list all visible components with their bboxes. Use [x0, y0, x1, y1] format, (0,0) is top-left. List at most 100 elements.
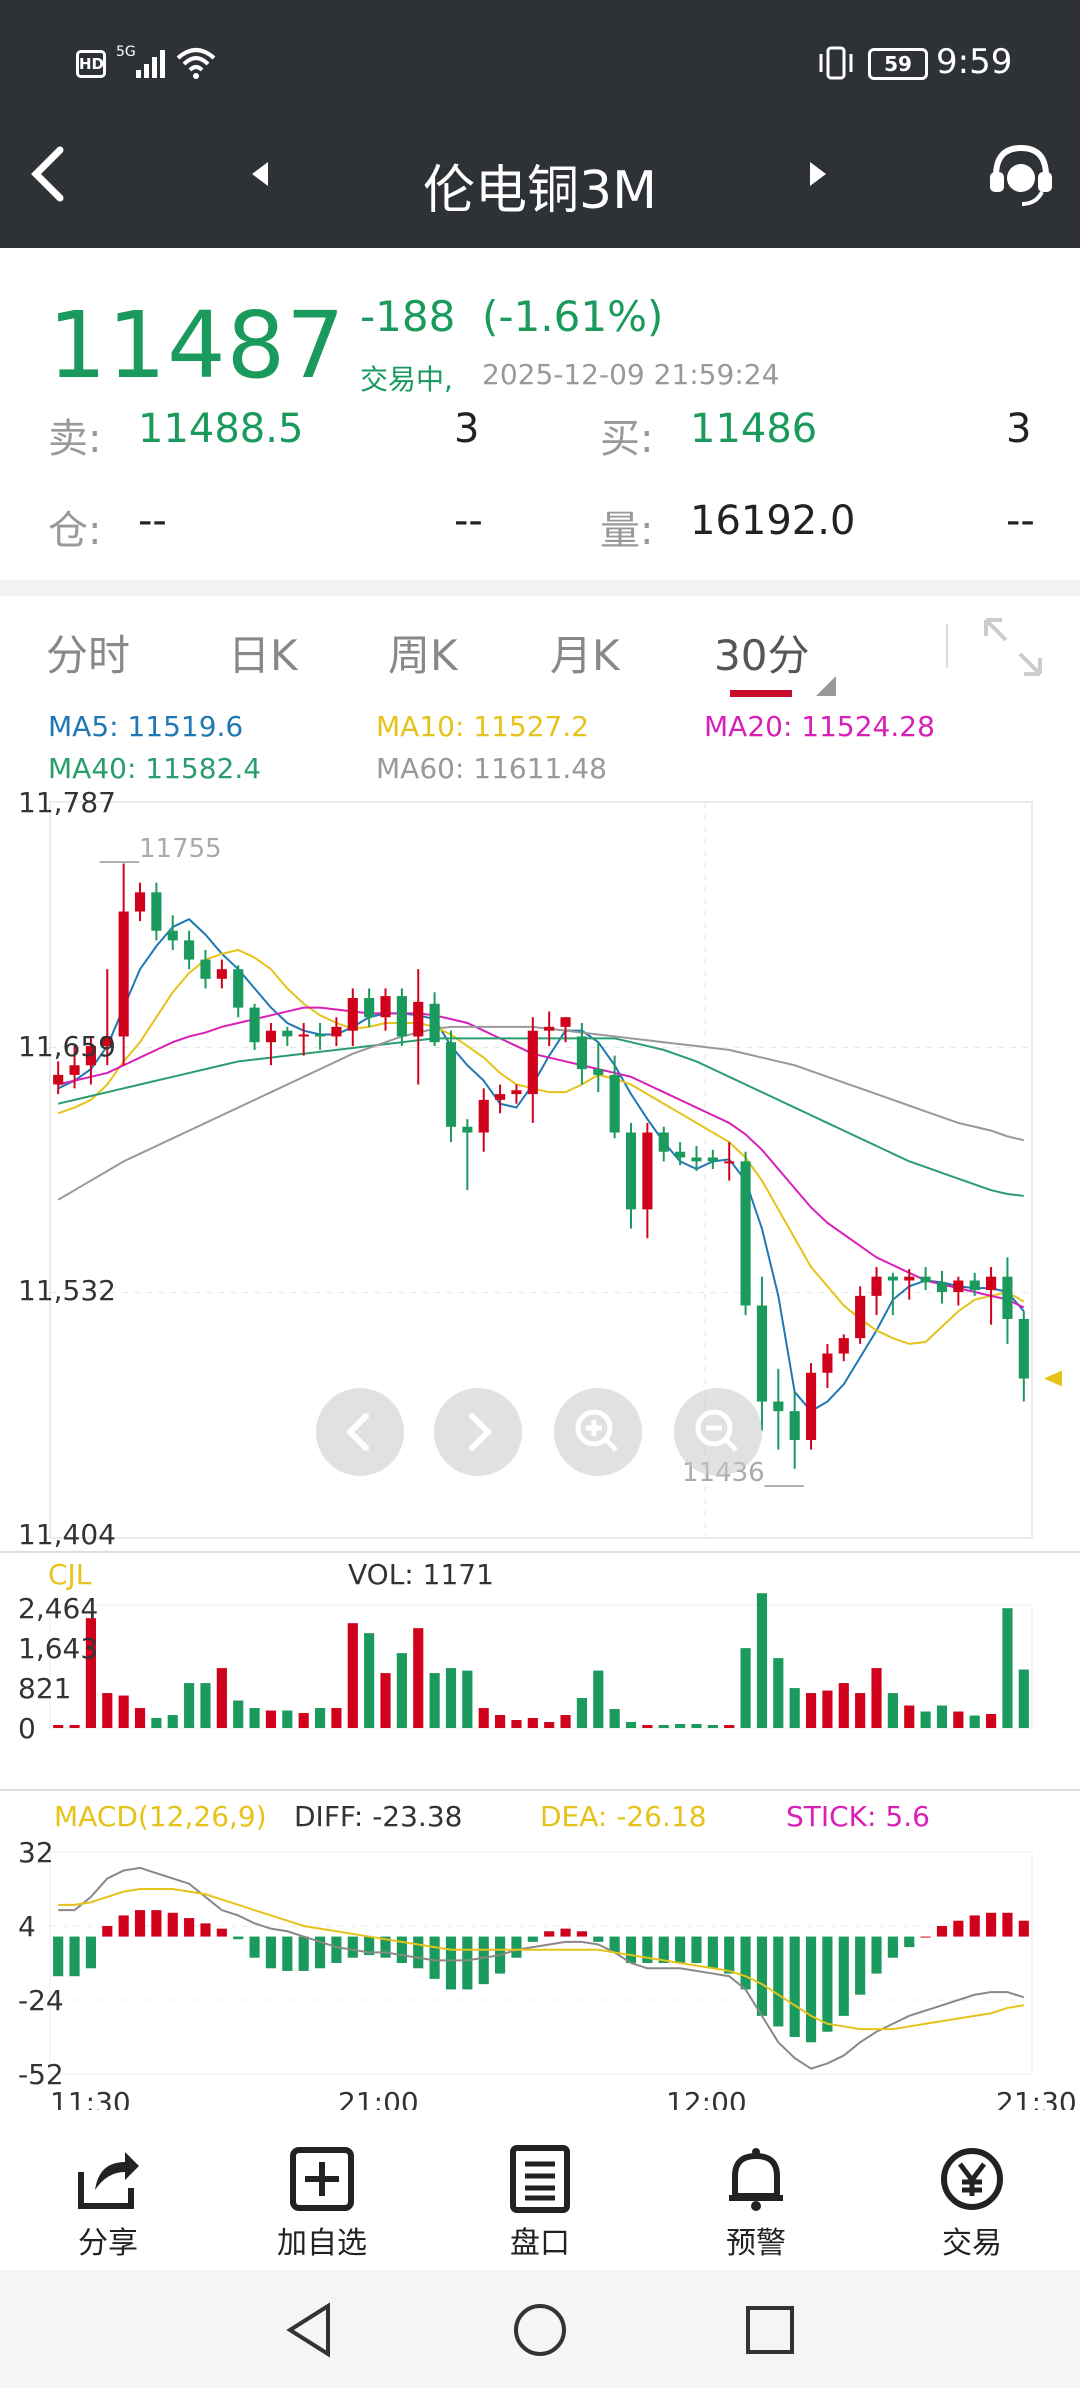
add-watchlist-button[interactable]: 加自选 — [242, 2110, 402, 2270]
volume-bar — [216, 1668, 227, 1728]
prev-contract-icon[interactable] — [248, 160, 272, 192]
volume-bar — [969, 1715, 980, 1728]
customer-service-icon[interactable] — [986, 142, 1056, 212]
ma20-label: MA20: 11524.28 — [704, 710, 935, 743]
volume-bar — [167, 1715, 178, 1728]
volume-bar — [675, 1724, 686, 1728]
volume-bar — [904, 1705, 915, 1728]
candle-body — [773, 1401, 784, 1412]
macd-bar — [69, 1936, 80, 1977]
macd-bar — [642, 1936, 653, 1963]
macd-bar — [756, 1936, 768, 2016]
macd-tick-2: 4 — [18, 1910, 36, 1943]
ma-line-ma20 — [57, 1006, 1025, 1309]
volume-bar — [707, 1725, 718, 1728]
macd-bar — [216, 1928, 227, 1937]
volume-bar — [822, 1690, 833, 1728]
candle-body — [969, 1280, 980, 1291]
macd-bar — [822, 1936, 833, 2032]
candle-body — [560, 1017, 571, 1027]
macd-bar — [462, 1936, 473, 1990]
candle-body — [544, 1026, 555, 1031]
volume-bar — [773, 1658, 784, 1728]
volume-bar — [445, 1668, 457, 1728]
candle-body — [364, 998, 375, 1018]
candle-body — [134, 892, 146, 912]
candle-body — [445, 1042, 457, 1127]
last-price-marker — [1044, 1370, 1062, 1387]
volume-bar — [331, 1708, 342, 1728]
candle-body — [429, 1003, 440, 1043]
candle-body — [740, 1161, 751, 1306]
macd-bar — [838, 1936, 849, 2016]
volume-change: -- — [1006, 498, 1035, 544]
macd-bar — [200, 1923, 211, 1937]
vol-current-value: VOL: 1171 — [348, 1558, 494, 1591]
macd-bar — [904, 1936, 915, 1948]
macd-bar — [396, 1936, 407, 1963]
macd-bar — [953, 1920, 964, 1937]
volume-bar — [462, 1670, 473, 1728]
candle-body — [380, 996, 391, 1018]
tab-weekly-k[interactable]: 周K — [388, 631, 458, 680]
volume-bar — [642, 1725, 653, 1728]
candle-body — [1002, 1276, 1013, 1319]
ma10-label: MA10: 11527.2 — [376, 710, 590, 743]
macd-bar — [364, 1936, 375, 1956]
candle-body — [265, 1030, 277, 1043]
zoom-in-button[interactable] — [554, 1388, 642, 1476]
macd-bar — [1002, 1912, 1013, 1937]
system-home-icon[interactable] — [510, 2300, 570, 2360]
macd-stick-label: STICK: 5.6 — [786, 1800, 930, 1833]
candle-body — [462, 1126, 473, 1133]
macd-tick-1: 32 — [18, 1836, 54, 1869]
order-book-button[interactable]: 盘口 — [460, 2110, 620, 2270]
next-contract-icon[interactable] — [806, 160, 830, 192]
candle-body — [871, 1276, 882, 1296]
back-icon[interactable] — [26, 144, 70, 208]
candle-body — [282, 1030, 293, 1037]
macd-tick-4: -52 — [18, 2058, 64, 2091]
fullscreen-icon[interactable] — [980, 614, 1046, 684]
volume-grid-frame — [49, 1604, 1033, 1729]
candle-body — [855, 1295, 866, 1339]
system-recents-icon[interactable] — [740, 2300, 800, 2360]
macd-bar — [871, 1936, 882, 1974]
share-button[interactable]: 分享 — [28, 2110, 188, 2270]
alert-button[interactable]: 预警 — [676, 2110, 836, 2270]
trade-label: 交易 — [942, 2226, 1002, 2261]
volume-bar — [855, 1693, 866, 1728]
volume-bar — [495, 1715, 506, 1728]
macd-bar — [855, 1936, 866, 1995]
volume-bar — [200, 1683, 211, 1728]
kline-chart[interactable] — [0, 790, 1080, 2110]
volume-bar — [298, 1713, 309, 1728]
status-bar: HD 5G 59 9:59 — [0, 0, 1080, 128]
volume-bar — [625, 1722, 637, 1728]
trade-button[interactable]: 交易 — [892, 2110, 1052, 2270]
buy-qty: 3 — [1006, 406, 1032, 452]
candle-body — [658, 1132, 669, 1152]
volume-bar — [986, 1714, 997, 1728]
macd-bar — [887, 1936, 898, 1958]
system-nav-bar — [0, 2270, 1080, 2388]
volume-bar — [314, 1708, 326, 1728]
tab-monthly-k[interactable]: 月K — [550, 631, 620, 680]
tab-30min[interactable]: 30分 — [714, 631, 810, 680]
volume-bar — [953, 1711, 964, 1728]
chart-scroll-left-button[interactable] — [316, 1388, 404, 1476]
candle-body — [85, 1046, 96, 1066]
system-back-icon[interactable] — [280, 2300, 340, 2360]
volume-bar — [265, 1710, 277, 1728]
tab-daily-k[interactable]: 日K — [228, 631, 298, 680]
buy-label: 买: — [600, 416, 654, 462]
macd-tick-3: -24 — [18, 1984, 64, 2017]
ma-line-ma40 — [57, 1037, 1024, 1197]
zoom-out-button[interactable] — [674, 1388, 762, 1476]
macd-bar — [265, 1936, 277, 1969]
period-dropdown-icon[interactable] — [814, 674, 838, 702]
macd-bar — [151, 1910, 162, 1937]
signal-icon: 5G — [116, 44, 172, 80]
tab-intraday[interactable]: 分时 — [46, 631, 131, 680]
chart-scroll-right-button[interactable] — [434, 1388, 522, 1476]
